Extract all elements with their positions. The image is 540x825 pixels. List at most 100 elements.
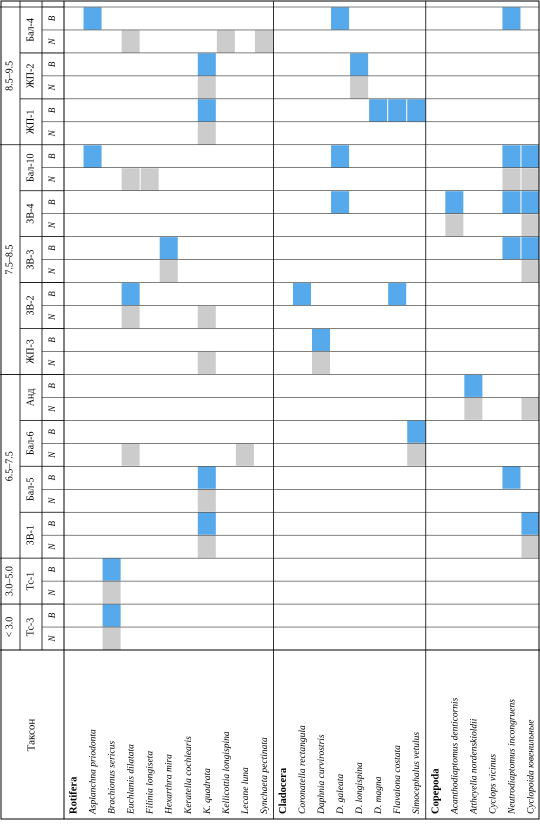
subcol-label-b: B <box>47 245 57 251</box>
taxon-label: Brachionus sericus <box>108 741 118 814</box>
marker-b-cyclopoida-ювенильные-бал-10 <box>521 145 540 168</box>
station-label-анд: Анд <box>25 389 36 407</box>
taxon-label: Filinia longiseta <box>146 751 156 815</box>
marker-n-euchlanis-dilatata-бал-4 <box>121 30 140 53</box>
marker-n-k-quadrata-жп-3 <box>197 351 216 374</box>
marker-n-k-quadrata-зв-1 <box>197 535 216 558</box>
taxon-label: Cyclops vicinus <box>488 754 498 814</box>
marker-b-flavalona-costata-жп-1 <box>388 99 407 122</box>
ph-group-label: < 3.0 <box>4 617 15 638</box>
subcol-label-b: B <box>47 107 57 113</box>
station-label-зв-2: ЗВ-2 <box>25 296 36 316</box>
marker-b-acanthodiaptomus-denticornis-зв-4 <box>445 191 464 214</box>
marker-n-euchlanis-dilatata-бал-6 <box>121 443 140 466</box>
marker-b-k-quadrata-зв-1 <box>197 512 216 535</box>
taxon-label: Hexarthra mira <box>165 754 175 815</box>
subcol-label-n: N <box>47 83 57 91</box>
taxon-label: Simocephalus vetulus <box>412 732 422 814</box>
marker-b-cyclopoida-ювенильные-зв-3 <box>521 237 540 260</box>
marker-n-hexarthra-mira-зв-3 <box>159 260 178 283</box>
taxon-label: Kellicottia longispina <box>222 731 232 815</box>
subcol-label-n: N <box>47 221 57 229</box>
marker-n-brachionus-sericus-тс-1 <box>102 581 121 604</box>
marker-b-euchlanis-dilatata-зв-2 <box>121 283 140 306</box>
subcol-label-b: B <box>47 612 57 618</box>
ph-group-label: 3.0–5.0 <box>4 566 15 596</box>
subcol-label-b: B <box>47 429 57 435</box>
station-label-бал-6: Бал-6 <box>25 432 36 456</box>
taxon-label: Lecane luna <box>241 767 251 815</box>
taxon-label: Cyclopoida ювенильные <box>526 719 536 814</box>
marker-b-d-magna-жп-1 <box>369 99 388 122</box>
marker-b-coronatella-rectangula-зв-2 <box>292 283 312 306</box>
marker-n-lecane-luna-бал-6 <box>235 443 254 466</box>
subcol-label-n: N <box>47 37 57 45</box>
station-label-зв-4: ЗВ-4 <box>25 204 36 224</box>
marker-n-brachionus-sericus-тс-3 <box>102 627 121 650</box>
marker-b-k-quadrata-жп-1 <box>197 99 216 122</box>
subcol-label-n: N <box>47 313 57 321</box>
marker-n-neutrodiaptomus-incongruens-бал-10 <box>502 168 521 191</box>
subcol-label-n: N <box>47 497 57 505</box>
station-label-жп-2: ЖП-2 <box>25 64 36 89</box>
marker-n-filinia-longiseta-бал-10 <box>140 168 159 191</box>
subcol-label-n: N <box>47 635 57 643</box>
marker-b-neutrodiaptomus-incongruens-бал-4 <box>502 7 521 30</box>
taxon-label: Neutrodiaptomus incongruens <box>507 699 517 815</box>
marker-b-asplanchna-priodonta-бал-10 <box>83 145 102 168</box>
subcol-label-b: B <box>47 199 57 205</box>
marker-b-simocephalus-vetulus-жп-1 <box>407 99 426 122</box>
taxon-label: Attheyella nordenskioldii <box>469 718 479 815</box>
marker-b-flavalona-costata-зв-2 <box>388 283 407 306</box>
subcol-label-b: B <box>47 475 57 481</box>
marker-n-d-longispina-жп-2 <box>350 76 369 99</box>
station-label-тс-1: Тс-1 <box>25 572 36 591</box>
marker-n-k-quadrata-бал-5 <box>197 489 216 512</box>
marker-n-synchaeta-pectinata-бал-4 <box>254 30 273 53</box>
subcol-label-b: B <box>47 61 57 67</box>
subcol-label-n: N <box>47 451 57 459</box>
group-label-copepoda: Copepoda <box>430 768 441 814</box>
marker-n-cyclopoida-ювенильные-зв-1 <box>521 535 540 558</box>
marker-b-d-galeata-бал-10 <box>331 145 350 168</box>
marker-n-k-quadrata-зв-2 <box>197 306 216 328</box>
marker-n-cyclopoida-ювенильные-зв-4 <box>521 214 540 237</box>
station-label-зв-3: ЗВ-3 <box>25 250 36 270</box>
station-label-зв-1: ЗВ-1 <box>25 525 36 545</box>
station-label-бал-5: Бал-5 <box>25 477 36 501</box>
marker-b-d-longispina-жп-2 <box>350 53 369 76</box>
taxon-label: Daphnia curvirostris <box>317 734 327 815</box>
marker-n-acanthodiaptomus-denticornis-зв-4 <box>445 214 464 237</box>
taxon-label: Acanthodiaptomus denticornis <box>450 697 460 815</box>
marker-b-asplanchna-priodonta-бал-4 <box>83 7 102 30</box>
marker-n-cyclopoida-ювенильные-зв-3 <box>521 260 540 283</box>
taxon-label: K. quadrata <box>203 768 213 815</box>
marker-b-cyclopoida-ювенильные-зв-1 <box>521 512 540 535</box>
marker-cells <box>83 7 540 650</box>
marker-b-neutrodiaptomus-incongruens-зв-4 <box>502 191 521 214</box>
station-label-бал-4: Бал-4 <box>25 18 36 42</box>
taxon-label: Coronatella rectangula <box>298 725 308 814</box>
marker-b-d-galeata-зв-4 <box>331 191 350 214</box>
marker-b-neutrodiaptomus-incongruens-бал-10 <box>502 145 521 168</box>
taxon-label: D. longispina <box>355 762 365 815</box>
taxon-label: Euchlanis dilatata <box>127 744 137 815</box>
marker-b-attheyella-nordenskioldii-анд <box>464 374 483 397</box>
station-label-тс-3: Тс-3 <box>25 618 36 637</box>
group-label-cladocera: Cladocera <box>278 767 289 814</box>
subcol-label-n: N <box>47 589 57 597</box>
marker-n-euchlanis-dilatata-бал-10 <box>121 168 140 191</box>
subcol-label-n: N <box>47 129 57 137</box>
taxon-label: Asplanchna priodonta <box>89 729 99 815</box>
ph-group-label: 7.5–8.5 <box>4 245 15 275</box>
marker-b-hexarthra-mira-зв-3 <box>159 237 178 260</box>
table-text: Тс-3 N B Тс-1 N B ЗВ-1 N B Бал-5 N B Бал-6 N B Анд N B ЖП-… <box>4 15 536 815</box>
marker-b-k-quadrata-бал-5 <box>197 466 216 489</box>
marker-n-daphnia-curvirostris-жп-3 <box>312 351 331 374</box>
taxon-header-label: Таксон <box>26 719 38 752</box>
marker-n-cyclopoida-ювенильные-бал-10 <box>521 168 540 191</box>
subcol-label-n: N <box>47 359 57 367</box>
